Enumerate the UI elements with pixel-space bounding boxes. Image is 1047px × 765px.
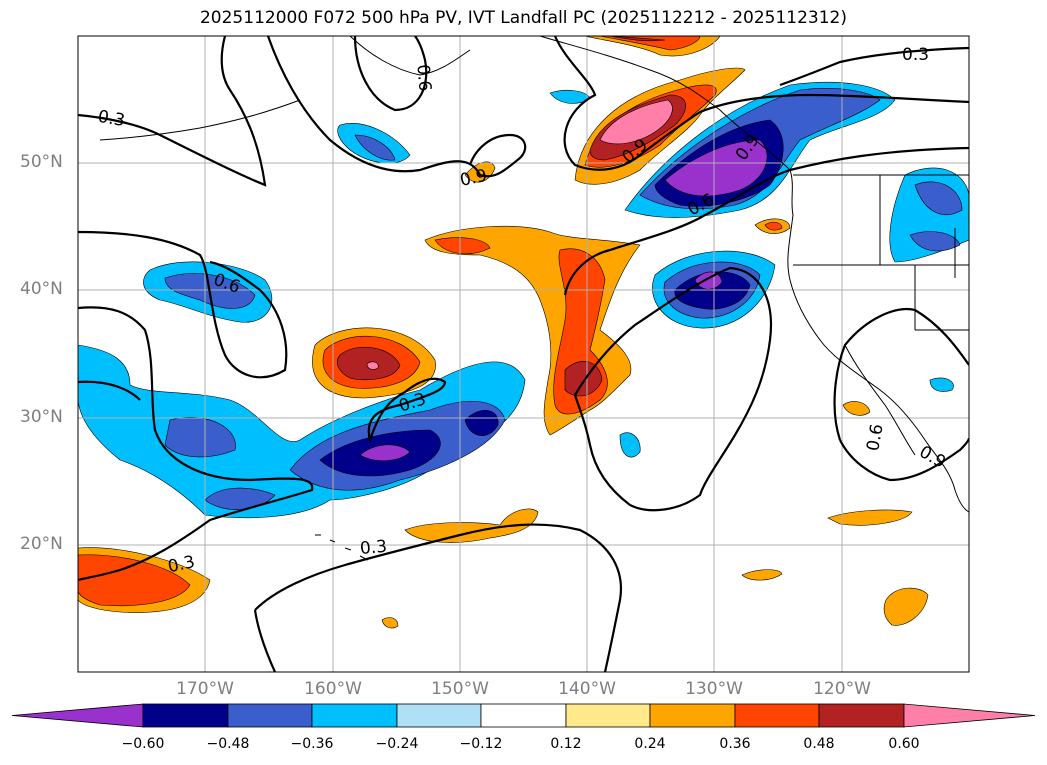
alaska-coastline xyxy=(349,36,471,76)
positive-anomaly-region xyxy=(599,99,673,145)
lon-tick-label: 150°W xyxy=(431,679,489,699)
positive-anomaly-region xyxy=(366,361,379,370)
contour-label: 0.6 xyxy=(412,64,434,93)
pv-contour-line xyxy=(553,36,969,171)
map-area: 0.3 0.6 0.9 0.6 0.3 0.9 0.6 0.9 0.3 0.3 … xyxy=(78,36,969,672)
coastlines xyxy=(99,36,969,561)
graticule xyxy=(78,36,969,672)
pv-contour-line xyxy=(367,377,447,444)
colorbar-bin xyxy=(311,703,398,728)
positive-anomaly-region xyxy=(404,508,539,543)
colorbar-tick-label: −0.24 xyxy=(375,736,419,752)
colorbar-bin xyxy=(142,703,229,728)
pv-contour-line xyxy=(563,146,969,296)
colorbar-tick-label: 0.48 xyxy=(803,736,835,752)
colorbar-bin xyxy=(649,703,736,728)
colorbar-tick-label: 0.60 xyxy=(888,736,920,752)
pv-contour-line xyxy=(78,230,288,379)
negative-anomaly-region xyxy=(914,181,963,215)
colorbar-tick-label: 0.24 xyxy=(634,736,666,752)
positive-anomaly-region xyxy=(609,36,666,42)
colorbar-tick-label: 0.36 xyxy=(719,736,751,752)
lat-tick-label: 30°N xyxy=(20,407,63,427)
colorbar-tick-label: 0.12 xyxy=(550,736,582,752)
pv-contour-line xyxy=(78,380,141,401)
pv-contours xyxy=(78,36,969,672)
lon-tick-label: 170°W xyxy=(176,679,234,699)
positive-anomaly-region xyxy=(883,587,929,626)
lat-tick-label: 50°N xyxy=(20,152,63,172)
colorbar-tick-label: −0.60 xyxy=(121,736,165,752)
contour-label: 0.3 xyxy=(359,537,388,559)
positive-anomaly-region xyxy=(764,221,783,231)
north-america-coastline xyxy=(539,36,969,513)
pv-contour-line xyxy=(254,523,623,672)
positive-anomaly-region xyxy=(599,36,701,51)
lon-tick-label: 160°W xyxy=(304,679,362,699)
contour-label: 0.3 xyxy=(96,107,126,131)
pv-contour-line xyxy=(266,36,527,178)
colorbar-bin xyxy=(565,703,651,728)
positive-anomaly-region xyxy=(434,237,491,255)
negative-anomaly-region xyxy=(359,444,411,461)
positive-anomaly-region xyxy=(741,569,783,581)
lon-tick-label: 140°W xyxy=(558,679,616,699)
colorbar-bin xyxy=(227,703,313,728)
pv-contour-line xyxy=(573,266,772,512)
colorbar-tick-label: −0.12 xyxy=(459,736,503,752)
colorbar-extend-low xyxy=(11,703,144,728)
map-title: 2025112000 F072 500 hPa PV, IVT Landfall… xyxy=(199,8,847,28)
pv-contour-line xyxy=(78,306,314,582)
negative-anomaly-region xyxy=(694,271,723,290)
state-borders xyxy=(793,175,969,331)
hawaii-islands xyxy=(315,534,369,561)
aleutian-islands xyxy=(99,99,301,141)
lon-tick-label: 130°W xyxy=(685,679,743,699)
colorbar-bin xyxy=(396,703,482,728)
pv-contour-line xyxy=(353,36,428,112)
colorbar xyxy=(11,703,1036,728)
positive-anomaly-region xyxy=(842,401,871,416)
negative-anomaly-region xyxy=(619,432,641,458)
pv-contour-line xyxy=(833,307,969,441)
colorbar-bin xyxy=(734,703,820,728)
negative-anomaly-region xyxy=(204,487,276,510)
lon-tick-label: 120°W xyxy=(813,679,871,699)
pv-contour-line xyxy=(78,36,267,187)
lat-tick-label: 20°N xyxy=(20,534,63,554)
positive-anomaly-region xyxy=(827,509,913,526)
contour-label: 0.6 xyxy=(863,422,887,452)
colorbar-extend-high xyxy=(903,703,1036,728)
map-frame xyxy=(77,35,970,673)
negative-anomaly-region xyxy=(664,139,768,197)
pv-contour-line xyxy=(839,437,969,482)
positive-anomaly-region xyxy=(78,554,191,607)
negative-anomaly-region xyxy=(464,410,499,436)
colorbar-tick-label: −0.48 xyxy=(206,736,250,752)
colorbar-bin xyxy=(818,703,905,728)
negative-anomaly-region xyxy=(929,377,954,392)
pv-contour-line xyxy=(253,609,277,672)
colorbar-tick-label: −0.36 xyxy=(290,736,334,752)
baja-coastline xyxy=(844,344,916,456)
pv-contour-line xyxy=(779,46,969,87)
shaded-field-positive xyxy=(78,36,929,629)
contour-label: 0.3 xyxy=(902,45,929,65)
negative-anomaly-region xyxy=(909,231,961,252)
positive-anomaly-region xyxy=(381,617,399,629)
colorbar-bin xyxy=(480,703,567,728)
negative-anomaly-region xyxy=(354,134,396,161)
lat-tick-label: 40°N xyxy=(20,279,63,299)
